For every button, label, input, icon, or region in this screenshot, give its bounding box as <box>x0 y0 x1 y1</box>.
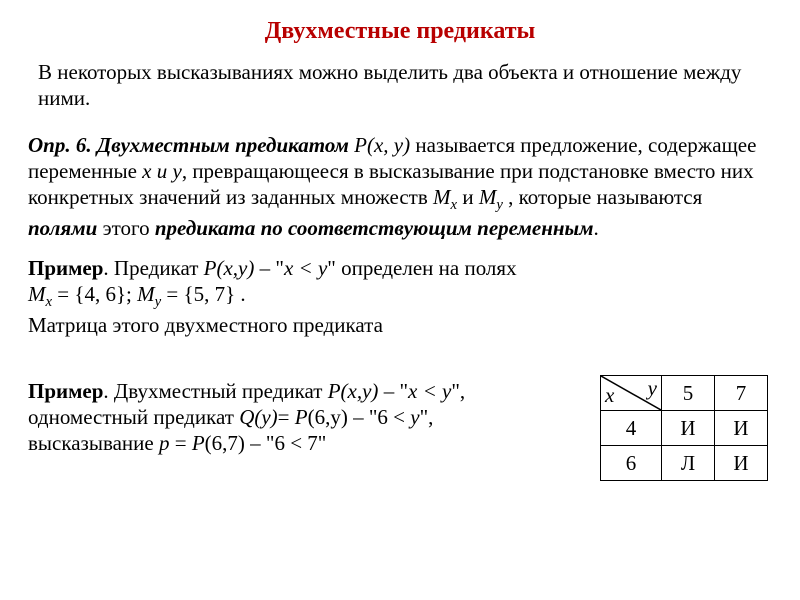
x-label: x <box>605 383 614 408</box>
ex2-l3a: высказывание <box>28 431 159 455</box>
ex2-t3: ", <box>451 379 465 403</box>
ex2-P3: P <box>192 431 205 455</box>
def-dot: . <box>593 216 598 240</box>
def-Mx: M <box>433 185 451 209</box>
ex2-t1: . Двухместный предикат <box>103 379 327 403</box>
row-header: 6 <box>601 446 662 481</box>
truth-table: x y 5 7 4 И И 6 Л И <box>600 375 768 481</box>
def-lead: Опр. 6. Двухместным предикатом <box>28 133 349 157</box>
xy-header-cell: x y <box>601 376 662 411</box>
def-tail: предиката по соответствующим переменным <box>155 216 594 240</box>
def-polja: полями <box>28 216 97 240</box>
ex1-t1: . Предикат <box>103 256 203 280</box>
ex2-l2c: ", <box>420 405 434 429</box>
col-header: 7 <box>715 376 768 411</box>
table-cell: И <box>662 411 715 446</box>
def-P: P <box>349 133 367 157</box>
ex2-l3b: – "6 < 7" <box>245 431 327 455</box>
ex2-Q: Q <box>239 405 254 429</box>
def-and: и <box>457 185 479 209</box>
ex2-p: p <box>159 431 170 455</box>
intro-paragraph: В некоторых высказываниях можно выделить… <box>38 59 772 112</box>
ex1-cond: x < y <box>284 256 327 280</box>
ex2-l2b: – "6 < <box>348 405 410 429</box>
col-header: 5 <box>662 376 715 411</box>
ex2-lead: Пример <box>28 379 103 403</box>
ex1-My: M <box>137 282 155 306</box>
ex1-t2: – " <box>254 256 284 280</box>
ex1-t3: " определен на полях <box>327 256 516 280</box>
def-text-3: , которые называются <box>503 185 702 209</box>
ex1-My-eq: = {5, 7} . <box>161 282 246 306</box>
definition-paragraph: Опр. 6. Двухместным предикатом P(x, y) н… <box>28 132 772 241</box>
table-row: x y 5 7 <box>601 376 768 411</box>
ex1-P: P <box>204 256 217 280</box>
def-vars: x и y <box>142 159 182 183</box>
ex2-P: P <box>328 379 341 403</box>
ex1-P-args: (x,y) <box>216 256 254 280</box>
page-title: Двухместные предикаты <box>28 18 772 45</box>
ex2-cond1: x < y <box>408 379 451 403</box>
def-My: M <box>479 185 497 209</box>
def-text-4: этого <box>97 216 155 240</box>
ex2-yvar: y <box>410 405 419 429</box>
ex1-lead: Пример <box>28 256 103 280</box>
example-1: Пример. Предикат P(x,y) – "x < y" опреде… <box>28 255 772 338</box>
ex2-P2-args: (6,y) <box>308 405 348 429</box>
table-cell: И <box>715 411 768 446</box>
ex2-Q-args: (y) <box>254 405 277 429</box>
ex2-l2a: одноместный предикат <box>28 405 239 429</box>
table-row: 4 И И <box>601 411 768 446</box>
ex2-t2: – " <box>378 379 408 403</box>
ex2-P2: P <box>295 405 308 429</box>
ex1-matrix-line: Матрица этого двухместного предиката <box>28 313 383 337</box>
table-cell: Л <box>662 446 715 481</box>
row-header: 4 <box>601 411 662 446</box>
ex2-P-args: (x,y) <box>341 379 379 403</box>
y-label: y <box>648 376 657 401</box>
table-cell: И <box>715 446 768 481</box>
table-row: 6 Л И <box>601 446 768 481</box>
ex1-Mx: M <box>28 282 46 306</box>
ex2-eq1: = <box>278 405 295 429</box>
ex2-eq2: = <box>169 431 191 455</box>
ex2-P3-args: (6,7) <box>205 431 245 455</box>
ex1-Mx-eq: = {4, 6}; <box>52 282 137 306</box>
def-P-args: (x, y) <box>367 133 415 157</box>
